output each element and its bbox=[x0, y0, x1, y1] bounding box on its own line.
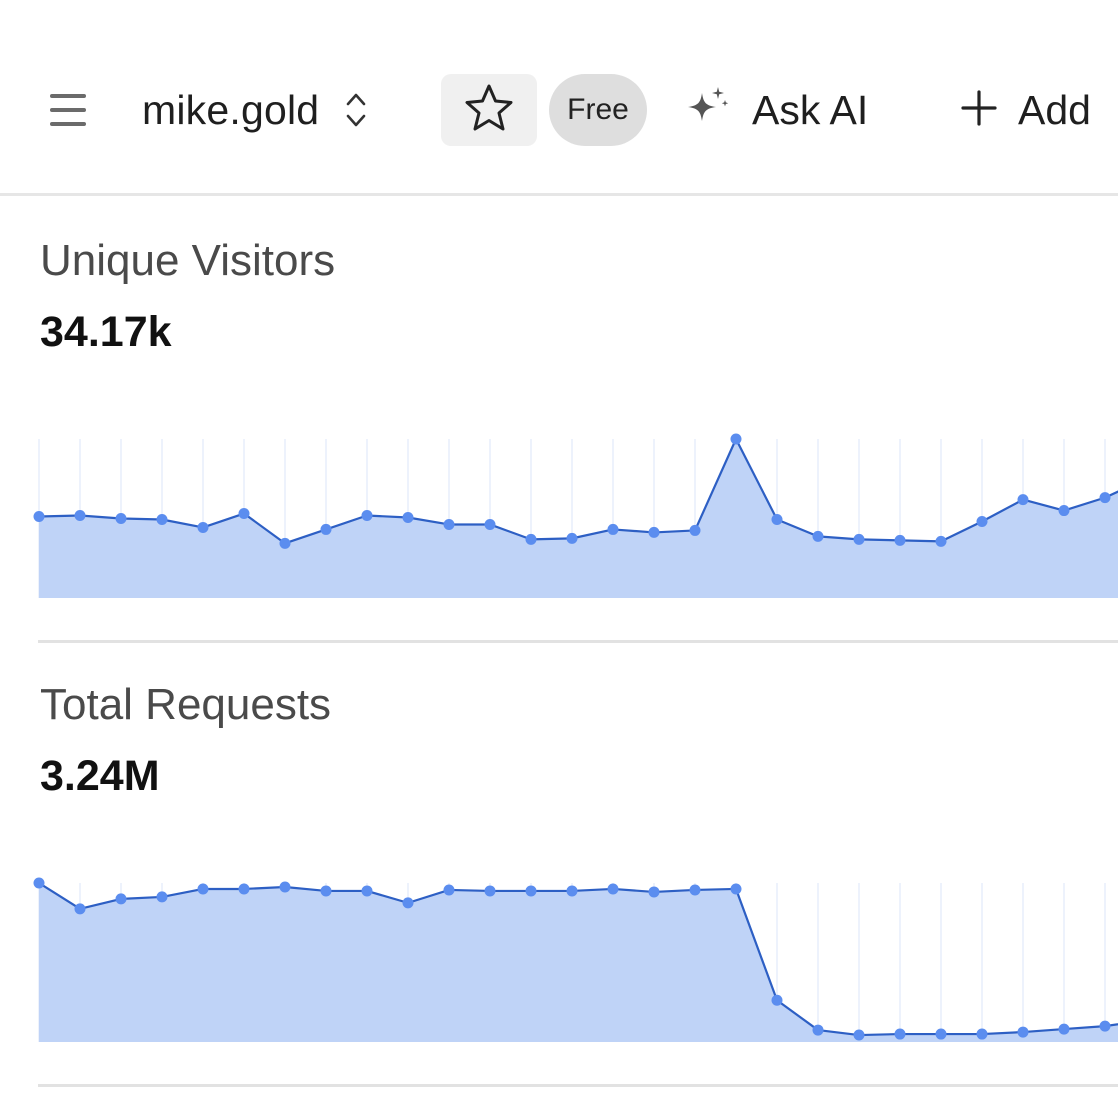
data-point bbox=[320, 523, 332, 535]
series-line bbox=[38, 882, 1118, 1037]
data-point bbox=[484, 885, 496, 897]
ask-ai-label: Ask AI bbox=[752, 86, 869, 133]
metric-title: Unique Visitors bbox=[40, 236, 336, 285]
data-point bbox=[1058, 505, 1070, 517]
data-point bbox=[197, 521, 209, 533]
data-point bbox=[853, 533, 865, 545]
data-point bbox=[976, 1028, 988, 1040]
data-point bbox=[320, 885, 332, 897]
data-point bbox=[812, 1024, 824, 1036]
data-point bbox=[74, 510, 86, 522]
data-point bbox=[525, 533, 537, 545]
data-point bbox=[935, 1028, 947, 1040]
data-point bbox=[648, 886, 660, 898]
data-point bbox=[1017, 494, 1029, 506]
data-point bbox=[238, 883, 250, 895]
data-point bbox=[730, 433, 742, 445]
project-name: mike.gold bbox=[142, 86, 320, 133]
data-point bbox=[689, 524, 701, 536]
divider bbox=[38, 1084, 1118, 1087]
data-point bbox=[443, 518, 455, 530]
metric-title: Total Requests bbox=[40, 680, 332, 729]
data-point bbox=[33, 877, 45, 889]
data-point bbox=[402, 512, 414, 524]
ask-ai-button[interactable]: Ask AI bbox=[684, 80, 868, 140]
plus-icon bbox=[960, 89, 998, 132]
data-point bbox=[156, 513, 168, 525]
unique-visitors-chart bbox=[33, 433, 1118, 598]
data-point bbox=[525, 885, 537, 897]
data-point bbox=[566, 885, 578, 897]
data-point bbox=[1099, 1020, 1111, 1032]
data-point bbox=[894, 534, 906, 546]
data-point bbox=[361, 510, 373, 522]
top-bar: mike.gold Free Ask AI bbox=[0, 0, 1118, 196]
data-point bbox=[1099, 492, 1111, 504]
metric-value: 3.24M bbox=[40, 752, 160, 800]
data-point bbox=[812, 530, 824, 542]
series-line bbox=[38, 437, 1118, 545]
data-point bbox=[1017, 1026, 1029, 1038]
data-point bbox=[648, 526, 660, 538]
data-point bbox=[443, 884, 455, 896]
data-point bbox=[730, 883, 742, 895]
data-point bbox=[197, 883, 209, 895]
divider bbox=[38, 640, 1118, 643]
add-button[interactable]: Add bbox=[960, 80, 1091, 140]
data-point bbox=[607, 883, 619, 895]
favorite-button[interactable] bbox=[441, 74, 537, 146]
data-point bbox=[566, 532, 578, 544]
plan-badge: Free bbox=[549, 74, 647, 146]
data-point bbox=[771, 994, 783, 1006]
data-point bbox=[74, 903, 86, 915]
star-icon bbox=[463, 82, 515, 139]
data-point bbox=[484, 518, 496, 530]
total-requests-chart bbox=[33, 877, 1118, 1042]
data-point bbox=[279, 537, 291, 549]
series-area bbox=[39, 439, 1118, 598]
data-point bbox=[279, 881, 291, 893]
data-point bbox=[156, 891, 168, 903]
data-point bbox=[238, 508, 250, 520]
data-point bbox=[1058, 1023, 1070, 1035]
series-area bbox=[39, 883, 1118, 1042]
data-point bbox=[607, 523, 619, 535]
data-point bbox=[689, 884, 701, 896]
add-label: Add bbox=[1018, 86, 1091, 133]
chevron-up-down-icon bbox=[345, 90, 367, 130]
data-point bbox=[976, 515, 988, 527]
data-point bbox=[402, 897, 414, 909]
data-point bbox=[361, 885, 373, 897]
data-point bbox=[771, 513, 783, 525]
sparkles-icon bbox=[684, 85, 730, 136]
data-point bbox=[33, 511, 45, 523]
data-point bbox=[115, 513, 127, 524]
hamburger-menu-icon[interactable] bbox=[46, 90, 92, 130]
data-point bbox=[115, 893, 127, 905]
project-switcher[interactable]: mike.gold bbox=[142, 82, 367, 138]
data-point bbox=[894, 1028, 906, 1040]
data-point bbox=[853, 1029, 865, 1041]
metric-value: 34.17k bbox=[40, 308, 172, 356]
data-point bbox=[935, 535, 947, 547]
